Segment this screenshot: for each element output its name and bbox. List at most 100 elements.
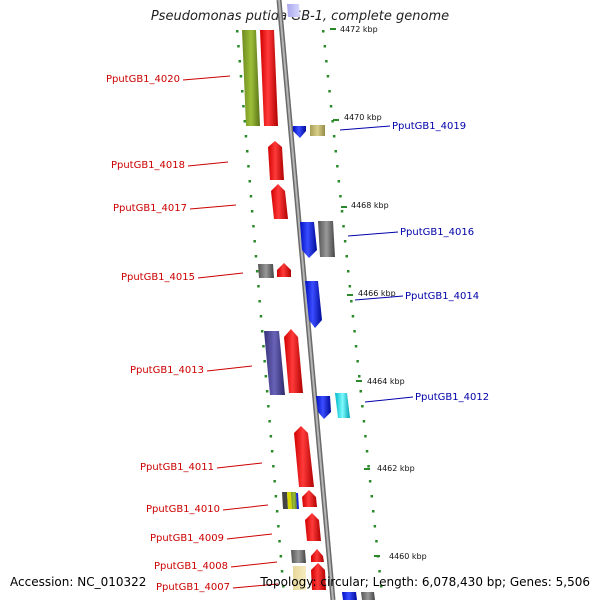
rail-dot — [350, 300, 353, 303]
rail-dot — [347, 270, 350, 273]
gene-feature-4020-red[interactable] — [260, 30, 278, 126]
rail-dot — [268, 420, 271, 423]
dotted-guide-rails — [236, 30, 383, 588]
rail-dot — [248, 180, 251, 183]
gene-feature-4010-olive[interactable] — [291, 492, 297, 509]
rail-dot — [323, 45, 327, 48]
tick-4468: 4468 kbp — [341, 201, 389, 210]
rail-dot — [351, 315, 355, 318]
svg-text:4462 kbp: 4462 kbp — [377, 464, 415, 473]
svg-text:PputGB1_4012: PputGB1_4012 — [415, 392, 489, 403]
gene-label-4007[interactable]: PputGB1_4007 — [156, 582, 279, 593]
gene-feature-4016-gray[interactable] — [318, 221, 335, 257]
rail-dot — [238, 60, 241, 63]
gene-feature-4010-yellow[interactable] — [287, 492, 292, 509]
gene-feature-4012-blue[interactable] — [316, 396, 331, 419]
gene-feature-top-lavender[interactable] — [287, 4, 300, 17]
rail-dot — [354, 345, 358, 348]
rail-dot — [265, 390, 269, 393]
gene-feature-4019-khaki[interactable] — [310, 125, 325, 136]
gene-label-4008[interactable]: PputGB1_4008 — [154, 561, 278, 572]
rail-dot — [252, 225, 255, 228]
gene-feature-4015-gray[interactable] — [258, 264, 274, 278]
svg-text:PputGB1_4019: PputGB1_4019 — [392, 121, 466, 132]
gene-feature-4010-blue[interactable] — [296, 493, 299, 509]
rail-dot — [359, 390, 362, 393]
gene-label-4013[interactable]: PputGB1_4013 — [130, 365, 253, 376]
rail-dot — [257, 285, 260, 288]
gene-label-4017[interactable]: PputGB1_4017 — [113, 203, 237, 214]
gene-feature-4020-olive[interactable] — [242, 30, 260, 126]
gene-feature-4011-red[interactable] — [294, 426, 314, 487]
rail-dot — [246, 150, 249, 153]
gene-label-4018[interactable]: PputGB1_4018 — [111, 160, 229, 171]
rail-dot — [356, 360, 359, 363]
svg-text:4472 kbp: 4472 kbp — [340, 25, 378, 34]
gene-feature-4012-cyan[interactable] — [335, 393, 350, 418]
gene-label-4015[interactable]: PputGB1_4015 — [121, 272, 244, 283]
rail-dot — [332, 135, 336, 138]
gene-feature-4019-blue[interactable] — [293, 126, 306, 138]
rail-dot — [364, 435, 367, 438]
gene-feature-4017-red[interactable] — [271, 184, 288, 219]
svg-text:PputGB1_4007: PputGB1_4007 — [156, 582, 230, 593]
tick-4466: 4466 kbp — [347, 289, 396, 298]
rail-dot — [258, 300, 261, 303]
gene-label-4011[interactable]: PputGB1_4011 — [140, 462, 263, 473]
gene-feature-4008-gray[interactable] — [291, 550, 306, 563]
rail-dot — [337, 180, 341, 183]
gene-feature-4018-red[interactable] — [268, 141, 284, 180]
gene-label-4019[interactable]: PputGB1_4019 — [339, 121, 466, 132]
svg-text:PputGB1_4015: PputGB1_4015 — [121, 272, 195, 283]
rail-dot — [343, 240, 347, 243]
rail-dot — [280, 570, 284, 573]
gene-label-4012[interactable]: PputGB1_4012 — [364, 392, 489, 403]
gene-feature-4007-beige[interactable] — [293, 566, 306, 590]
svg-text:PputGB1_4010: PputGB1_4010 — [146, 504, 220, 515]
rail-dot — [331, 120, 334, 123]
rail-dot — [259, 315, 263, 318]
gene-label-4009[interactable]: PputGB1_4009 — [150, 533, 273, 544]
gene-feature-4007-blue[interactable] — [342, 592, 357, 600]
tick-4472: 4472 kbp — [330, 25, 378, 34]
rail-dot — [370, 495, 373, 498]
svg-text:PputGB1_4008: PputGB1_4008 — [154, 561, 228, 572]
rail-dot — [241, 90, 244, 93]
rail-dot — [254, 255, 258, 258]
rail-dot — [269, 435, 273, 438]
rail-dot — [367, 465, 370, 468]
rail-dot — [322, 30, 325, 33]
gene-feature-4007-gray[interactable] — [361, 592, 375, 600]
gene-label-4016[interactable]: PputGB1_4016 — [347, 227, 474, 238]
rail-dot — [342, 225, 345, 228]
rail-dot — [260, 330, 264, 333]
gene-label-4020[interactable]: PputGB1_4020 — [106, 74, 231, 85]
rail-dot — [267, 405, 270, 408]
rail-dot — [368, 480, 372, 483]
svg-text:4470 kbp: 4470 kbp — [344, 113, 382, 122]
rail-dot — [236, 30, 239, 33]
rail-dot — [329, 105, 333, 108]
gene-feature-4007-red[interactable] — [311, 563, 326, 590]
gene-feature-4009-red[interactable] — [305, 513, 321, 541]
gene-feature-4013-red[interactable] — [284, 329, 303, 393]
svg-text:PputGB1_4009: PputGB1_4009 — [150, 533, 224, 544]
gene-feature-4014-blue[interactable] — [305, 281, 322, 328]
gene-feature-4016-blue[interactable] — [300, 222, 317, 258]
gene-label-4010[interactable]: PputGB1_4010 — [146, 504, 269, 515]
tick-4470: 4470 kbp — [333, 113, 382, 122]
rail-dot — [273, 480, 276, 483]
gene-feature-4010-red[interactable] — [302, 490, 317, 507]
gene-feature-4008-red[interactable] — [311, 549, 324, 562]
rail-dot — [353, 330, 356, 333]
gene-feature-4013-purple[interactable] — [264, 331, 285, 395]
gene-label-4014[interactable]: PputGB1_4014 — [354, 291, 479, 302]
svg-text:4468 kbp: 4468 kbp — [351, 201, 389, 210]
gene-feature-4015-red[interactable] — [277, 263, 291, 277]
gene-features — [242, 4, 375, 600]
gene-feature-4010-darkgray[interactable] — [282, 492, 288, 509]
left-gene-labels: PputGB1_4020 PputGB1_4018 PputGB1_4017 P… — [106, 74, 279, 593]
svg-text:PputGB1_4016: PputGB1_4016 — [400, 227, 474, 238]
svg-text:4464 kbp: 4464 kbp — [367, 377, 405, 386]
